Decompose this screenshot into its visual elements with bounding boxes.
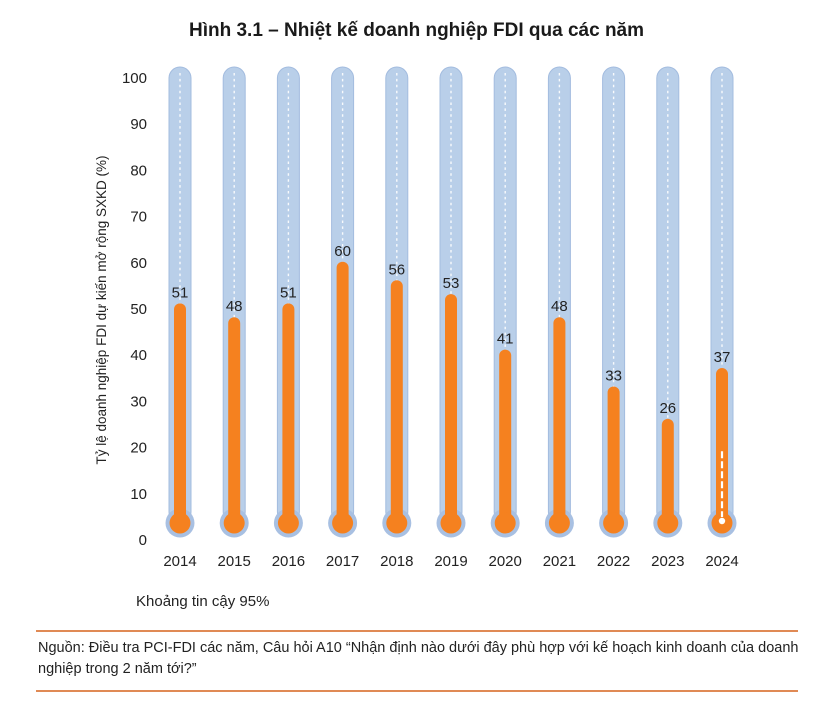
y-tick-label: 60 <box>130 255 147 272</box>
y-tick-label: 20 <box>130 440 147 457</box>
y-tick-label: 40 <box>130 347 147 364</box>
mercury-bar <box>607 386 620 523</box>
confidence-interval-dot <box>718 517 726 525</box>
y-tick-label: 10 <box>130 486 147 503</box>
y-tick-label: 30 <box>130 393 147 410</box>
divider-bottom <box>36 690 798 692</box>
mercury-bar <box>228 317 241 523</box>
x-axis-ticks: 2014 2015 2016 2017 2018 2019 2020 2021 2022 2023… <box>163 553 738 570</box>
mercury-bar <box>499 349 512 523</box>
y-tick-label: 80 <box>130 162 147 179</box>
data-label: 56 <box>388 261 405 278</box>
thermometer-2019: 53 <box>436 66 466 538</box>
mercury-bar <box>445 294 457 523</box>
confidence-interval-note: Khoảng tin cậy 95% <box>136 593 270 610</box>
x-tick-label: 2022 <box>597 553 630 570</box>
x-tick-label: 2018 <box>380 553 413 570</box>
data-label: 26 <box>659 400 676 417</box>
thermometer-bulb <box>657 512 679 534</box>
x-tick-label: 2019 <box>434 553 467 570</box>
x-tick-label: 2014 <box>163 553 196 570</box>
thermometer-2017: 60 <box>328 66 358 538</box>
thermometer-2015: 48 <box>219 66 249 538</box>
y-axis-label: Tỷ lệ doanh nghiệp FDI dự kiến mở rộng S… <box>94 155 109 464</box>
thermometer-2023: 26 <box>653 66 683 538</box>
x-tick-label: 2020 <box>489 553 522 570</box>
thermometer-bulb <box>277 512 299 534</box>
data-label: 48 <box>551 298 568 315</box>
mercury-bar <box>553 317 566 523</box>
data-label: 33 <box>605 368 622 385</box>
mercury-bar <box>282 303 295 523</box>
data-label: 51 <box>280 284 297 301</box>
x-tick-label: 2024 <box>705 553 738 570</box>
x-tick-label: 2017 <box>326 553 359 570</box>
y-tick-label: 50 <box>130 301 147 318</box>
y-tick-label: 100 <box>122 70 147 87</box>
thermometer-bulb <box>223 512 245 534</box>
thermometer-bulb <box>169 512 191 534</box>
thermometers: 51 48 51 60 56 53 41 48 33 26 37 <box>165 66 737 538</box>
data-label: 60 <box>334 243 351 260</box>
thermometer-bulb <box>440 512 462 534</box>
mercury-bar <box>661 418 674 523</box>
thermometer-2014: 51 <box>165 66 195 538</box>
y-tick-label: 90 <box>130 116 147 133</box>
data-label: 53 <box>443 275 460 292</box>
thermometer-2018: 56 <box>382 66 412 538</box>
data-label: 48 <box>226 298 243 315</box>
x-tick-label: 2023 <box>651 553 684 570</box>
thermometer-2021: 48 <box>544 66 574 538</box>
thermometer-bulb <box>603 512 625 534</box>
y-axis-ticks: 0 10 20 30 40 50 60 70 80 90 100 <box>122 70 147 549</box>
source-note: Nguồn: Điều tra PCI-FDI các năm, Câu hỏi… <box>38 640 799 677</box>
mercury-bar <box>390 280 403 523</box>
thermometer-bulb <box>332 512 354 534</box>
mercury-bar <box>174 303 186 523</box>
y-tick-label: 70 <box>130 209 147 226</box>
thermometer-2020: 41 <box>490 66 520 538</box>
y-tick-label: 0 <box>139 532 147 549</box>
divider-top <box>36 630 798 632</box>
thermometer-bulb <box>494 512 516 534</box>
thermometer-bulb <box>386 512 408 534</box>
chart-title: Hình 3.1 – Nhiệt kế doanh nghiệp FDI qua… <box>188 20 645 41</box>
mercury-bar <box>716 368 728 523</box>
data-label: 51 <box>172 284 189 301</box>
data-label: 37 <box>714 349 731 366</box>
thermometer-2022: 33 <box>599 66 629 538</box>
thermometer-bulb <box>548 512 570 534</box>
thermometer-2024: 37 <box>707 66 737 538</box>
x-tick-label: 2021 <box>543 553 576 570</box>
thermometer-chart: Tỷ lệ doanh nghiệp FDI dự kiến mở rộng S… <box>94 66 739 570</box>
x-tick-label: 2016 <box>272 553 305 570</box>
x-tick-label: 2015 <box>218 553 251 570</box>
data-label: 41 <box>497 331 514 348</box>
thermometer-2016: 51 <box>273 66 303 538</box>
mercury-bar <box>336 261 349 523</box>
